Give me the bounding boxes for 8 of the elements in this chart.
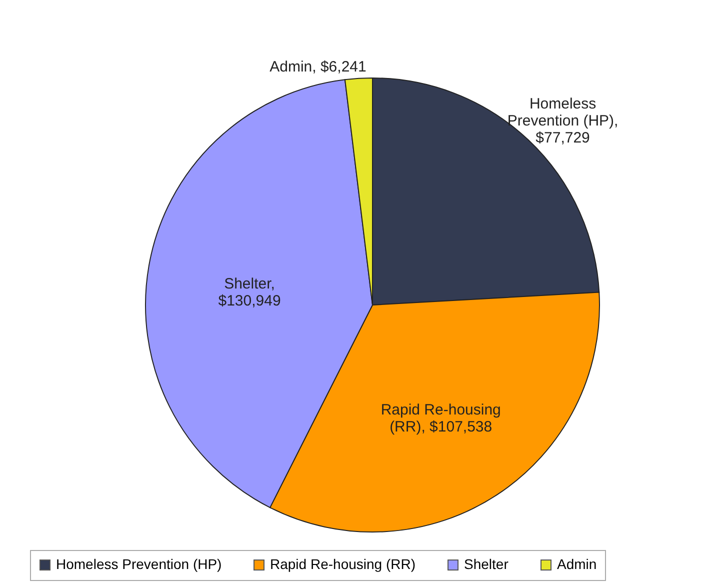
legend-label: Homeless Prevention (HP) (56, 556, 222, 572)
data-label: Admin, $6,241 (270, 58, 366, 76)
legend-label: Admin (557, 556, 597, 572)
data-label: Homeless Prevention (HP), $77,729 (507, 96, 618, 147)
legend-label: Rapid Re-housing (RR) (270, 556, 416, 572)
data-label: Rapid Re-housing (RR), $107,538 (380, 401, 501, 436)
legend-label: Shelter (464, 556, 509, 572)
data-label: Shelter, $130,949 (218, 275, 281, 310)
